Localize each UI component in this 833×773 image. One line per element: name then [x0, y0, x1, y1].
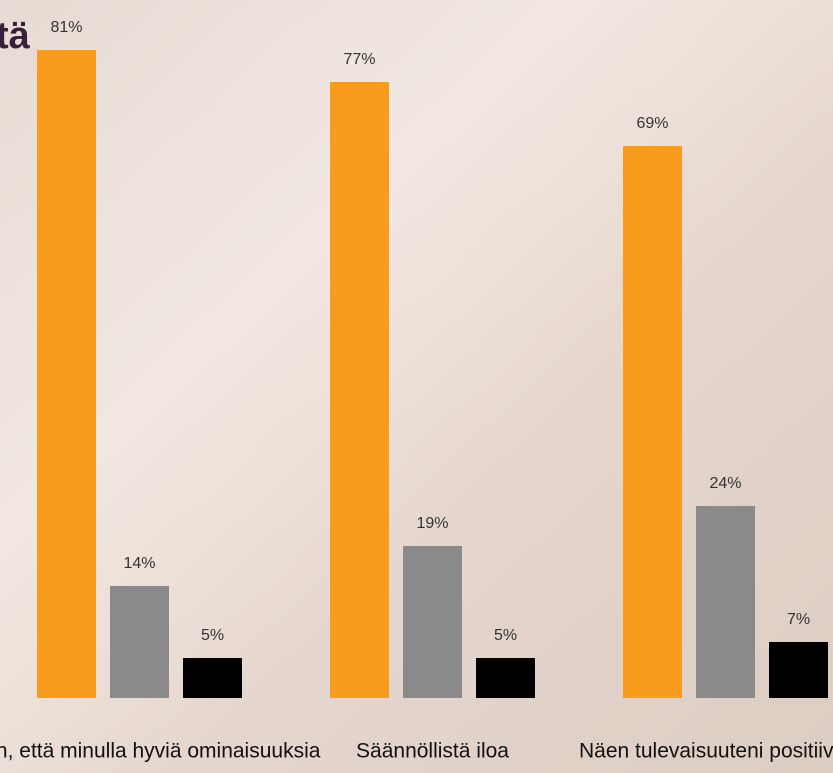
data-label: 77% — [343, 51, 375, 68]
bar — [330, 82, 389, 698]
data-label: 14% — [123, 555, 155, 572]
bar — [476, 658, 535, 698]
bar — [403, 546, 462, 698]
bar — [110, 586, 169, 698]
data-label: 19% — [416, 515, 448, 532]
x-tick-label: Näen tulevaisuuteni positiivisen — [579, 740, 833, 763]
bar — [37, 50, 96, 698]
bar — [183, 658, 242, 698]
bar — [696, 506, 755, 698]
data-label: 24% — [709, 475, 741, 492]
chart-title: tä — [0, 15, 31, 57]
x-tick-label: Säännöllistä iloa — [356, 740, 509, 763]
data-label: 81% — [50, 19, 82, 36]
x-tick-label: Koen, että minulla hyviä ominaisuuksia — [0, 740, 321, 763]
data-label: 7% — [787, 611, 810, 628]
bar — [623, 146, 682, 698]
data-label: 5% — [494, 627, 517, 644]
bar — [769, 642, 828, 698]
data-label: 5% — [201, 627, 224, 644]
data-label: 69% — [636, 115, 668, 132]
